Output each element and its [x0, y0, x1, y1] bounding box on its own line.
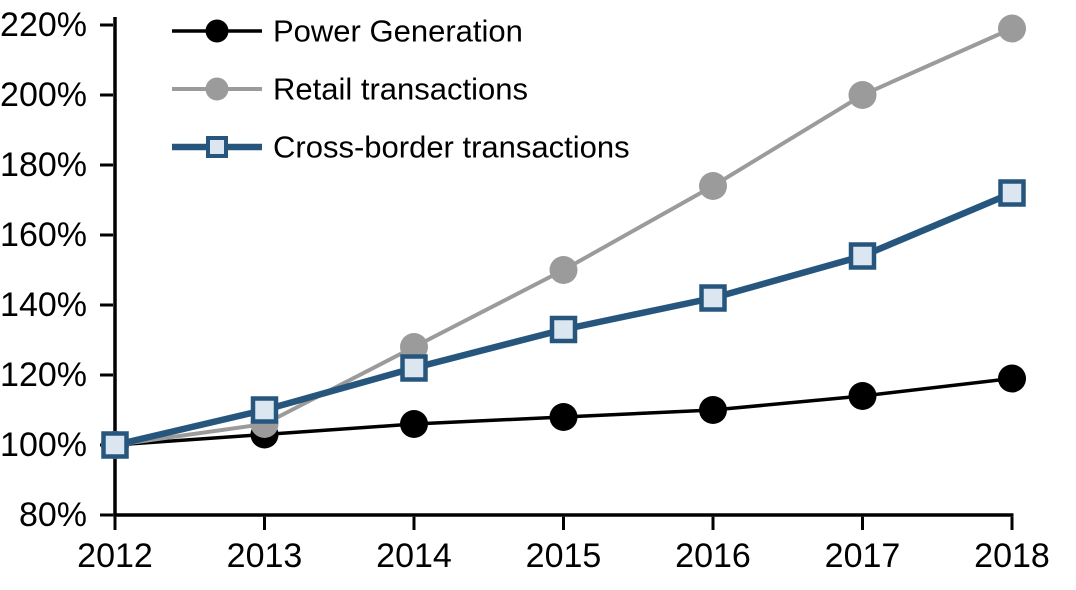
- x-tick-label: 2017: [825, 537, 901, 575]
- x-tick-label: 2015: [526, 537, 602, 575]
- y-tick-label: 180%: [0, 146, 87, 184]
- legend-item-power-generation: Power Generation: [172, 14, 523, 49]
- data-point-marker: [400, 410, 428, 438]
- data-point-marker: [998, 179, 1026, 207]
- legend-item-retail-transactions: Retail transactions: [172, 72, 528, 107]
- data-point-marker: [998, 14, 1026, 43]
- x-tick-label: 2012: [77, 537, 153, 575]
- data-point-marker: [549, 315, 578, 344]
- y-tick-label: 100%: [0, 426, 87, 464]
- legend: Power Generation Retail transactions Cross…: [172, 14, 630, 165]
- y-tick-label: 80%: [19, 496, 87, 534]
- data-point-marker: [400, 354, 428, 382]
- y-tick-label: 160%: [0, 216, 87, 254]
- data-point-marker: [250, 396, 279, 424]
- data-point-marker: [699, 172, 727, 200]
- data-point-marker: [400, 333, 428, 361]
- x-tick-label: 2014: [376, 537, 452, 575]
- legend-marker: [205, 77, 229, 101]
- legend-label: Cross-border transactions: [273, 130, 630, 165]
- data-point-marker: [549, 403, 578, 431]
- x-tick-label: 2018: [974, 537, 1050, 575]
- x-tick-label: 2016: [675, 537, 751, 575]
- data-point-marker: [998, 364, 1026, 393]
- data-point-marker: [848, 242, 877, 270]
- data-point-marker: [699, 284, 727, 312]
- legend-label: Retail transactions: [273, 72, 528, 107]
- legend-item-cross-border-transactions: Cross-border transactions: [172, 130, 630, 165]
- y-tick-label: 140%: [0, 286, 87, 324]
- y-tick-label: 220%: [0, 6, 87, 44]
- series-power-generation: [101, 364, 1026, 459]
- data-point-marker: [549, 256, 578, 284]
- data-point-marker: [699, 396, 727, 424]
- x-tick-label: 2013: [227, 537, 303, 575]
- legend-label: Power Generation: [273, 14, 523, 49]
- data-point-marker: [101, 431, 129, 459]
- data-point-marker: [848, 382, 877, 410]
- y-tick-label: 120%: [0, 356, 87, 394]
- legend-marker: [206, 136, 228, 158]
- series-cross-border-transactions: [101, 179, 1026, 459]
- data-point-marker: [848, 81, 877, 109]
- y-tick-label: 200%: [0, 76, 87, 114]
- legend-marker: [205, 19, 229, 43]
